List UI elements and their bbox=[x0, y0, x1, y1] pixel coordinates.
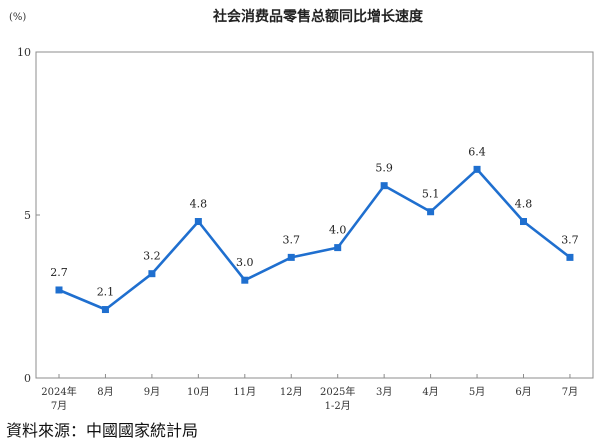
data-point bbox=[55, 286, 63, 294]
series-line bbox=[58, 168, 571, 311]
y-tick-label: 5 bbox=[24, 209, 31, 222]
data-label: 4.8 bbox=[190, 198, 208, 211]
series-layer bbox=[55, 165, 574, 314]
y-tick-label: 0 bbox=[24, 372, 31, 385]
data-label: 3.0 bbox=[236, 256, 254, 269]
chart-title: 社会消费品零售总额同比增长速度 bbox=[212, 8, 424, 25]
data-point bbox=[101, 306, 109, 314]
x-tick-label: 1-2月 bbox=[325, 400, 351, 412]
data-label: 5.9 bbox=[375, 162, 393, 175]
x-tick-label: 12月 bbox=[280, 386, 303, 398]
data-label: 4.0 bbox=[329, 224, 347, 237]
data-point bbox=[473, 165, 481, 173]
x-tick-label: 9月 bbox=[144, 386, 160, 398]
data-label: 3.7 bbox=[283, 233, 301, 246]
x-tick-label: 10月 bbox=[187, 386, 210, 398]
x-tick-label: 11月 bbox=[233, 386, 256, 398]
data-point bbox=[566, 253, 574, 261]
plot-frame bbox=[35, 51, 594, 379]
x-axis: 2024年 7月 8月 9月 10月 11月 12月 2025年 1-2月 3月 4月 5月 6月 7月 bbox=[41, 374, 578, 412]
data-label: 2.1 bbox=[97, 286, 115, 299]
x-tick-label: 2025年 bbox=[320, 385, 355, 398]
x-tick-label: 7月 bbox=[51, 400, 67, 412]
data-label: 6.4 bbox=[468, 145, 486, 158]
data-point bbox=[334, 244, 342, 252]
data-point bbox=[287, 253, 295, 261]
y-axis: 0 5 10 bbox=[17, 46, 40, 385]
data-label: 5.1 bbox=[422, 188, 440, 201]
data-point bbox=[148, 270, 156, 278]
data-label: 4.8 bbox=[515, 198, 533, 211]
x-tick-label: 8月 bbox=[97, 386, 113, 398]
x-tick-label: 2024年 bbox=[41, 385, 76, 398]
x-tick-label: 4月 bbox=[422, 386, 438, 398]
x-tick-label: 6月 bbox=[515, 386, 531, 398]
x-tick-label: 3月 bbox=[376, 386, 392, 398]
data-label: 3.7 bbox=[561, 233, 579, 246]
data-point bbox=[380, 182, 388, 190]
data-point bbox=[520, 218, 527, 226]
y-tick-label: 10 bbox=[17, 46, 31, 59]
data-point bbox=[427, 208, 435, 216]
data-label: 2.7 bbox=[50, 266, 68, 279]
source-note: 資料來源：中國國家統計局 bbox=[6, 421, 199, 440]
data-label-layer: 2.7 2.1 3.2 4.8 3.0 3.7 4.0 5.9 5.1 6.4 4.8 3.7 bbox=[50, 145, 578, 298]
x-tick-label: 5月 bbox=[469, 386, 485, 398]
y-unit-label: (%) bbox=[9, 12, 26, 23]
x-tick-label: 7月 bbox=[562, 386, 578, 398]
data-point bbox=[241, 276, 249, 284]
data-point bbox=[194, 218, 202, 226]
data-label: 3.2 bbox=[143, 250, 161, 263]
